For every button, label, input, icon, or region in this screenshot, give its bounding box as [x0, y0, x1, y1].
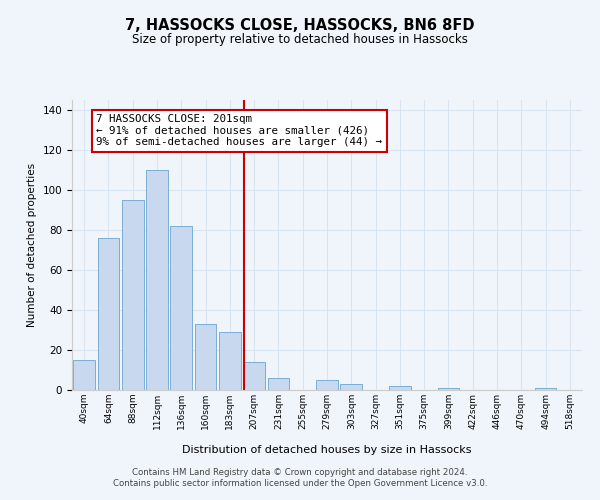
Bar [268, 378, 289, 390]
Bar [73, 360, 95, 390]
Bar [194, 324, 217, 390]
Text: Contains HM Land Registry data © Crown copyright and database right 2024.
Contai: Contains HM Land Registry data © Crown c… [113, 468, 487, 487]
Bar [316, 380, 338, 390]
Text: 7 HASSOCKS CLOSE: 201sqm
← 91% of detached houses are smaller (426)
9% of semi-d: 7 HASSOCKS CLOSE: 201sqm ← 91% of detach… [96, 114, 382, 147]
Bar [535, 388, 556, 390]
Bar [146, 170, 168, 390]
Bar [340, 384, 362, 390]
Text: 7, HASSOCKS CLOSE, HASSOCKS, BN6 8FD: 7, HASSOCKS CLOSE, HASSOCKS, BN6 8FD [125, 18, 475, 32]
Text: Distribution of detached houses by size in Hassocks: Distribution of detached houses by size … [182, 445, 472, 455]
Bar [170, 226, 192, 390]
Bar [243, 362, 265, 390]
Bar [219, 332, 241, 390]
Bar [97, 238, 119, 390]
Text: Size of property relative to detached houses in Hassocks: Size of property relative to detached ho… [132, 32, 468, 46]
Bar [389, 386, 411, 390]
Bar [437, 388, 460, 390]
Bar [122, 200, 143, 390]
Y-axis label: Number of detached properties: Number of detached properties [27, 163, 37, 327]
